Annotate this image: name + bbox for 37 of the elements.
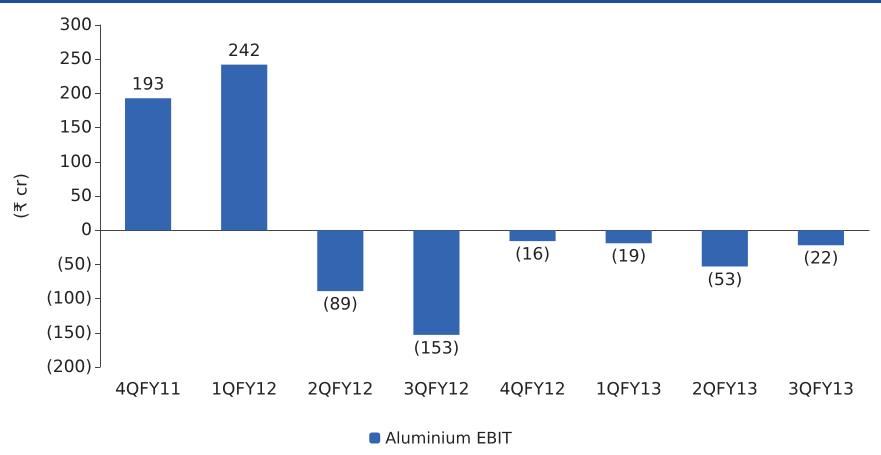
- bar: [413, 230, 460, 335]
- y-tick-label: 150: [60, 118, 92, 138]
- y-tick-label: (50): [57, 254, 92, 274]
- y-tick-label: (100): [46, 288, 92, 309]
- y-tick-label: 250: [60, 49, 92, 70]
- x-tick-label: 3QFY12: [403, 380, 470, 400]
- x-tick-label: 2QFY12: [307, 380, 374, 400]
- bar: [606, 230, 652, 244]
- legend-label: Aluminium EBIT: [385, 428, 512, 448]
- y-tick-label: 200: [60, 83, 92, 104]
- data-label: (16): [515, 244, 550, 265]
- bar: [798, 230, 844, 246]
- bar: [509, 230, 556, 242]
- y-tick-label: 100: [60, 152, 92, 172]
- x-tick-label: 1QFY12: [211, 380, 278, 400]
- y-tick-label: 300: [60, 15, 92, 35]
- data-label: (153): [414, 338, 460, 358]
- data-label: 193: [132, 74, 164, 95]
- x-tick-label: 1QFY13: [596, 380, 662, 400]
- data-label: (89): [322, 294, 358, 315]
- x-tick-label: 4QFY12: [500, 380, 566, 400]
- x-tick-label: 2QFY13: [692, 380, 758, 400]
- bar: [317, 230, 364, 292]
- y-axis-title: (₹ cr): [12, 173, 32, 219]
- x-tick-label: 4QFY11: [115, 380, 182, 400]
- data-label: 242: [228, 41, 260, 62]
- bar: [124, 98, 172, 230]
- y-tick-label: 0: [81, 220, 92, 240]
- x-tick-label: 3QFY13: [788, 380, 854, 400]
- y-tick-label: (150): [46, 322, 92, 343]
- data-label: (22): [803, 248, 838, 269]
- bar: [221, 64, 268, 230]
- y-tick-label: 50: [70, 186, 92, 206]
- y-tick-label: (200): [46, 357, 92, 377]
- data-label: (19): [611, 246, 646, 267]
- data-label: (53): [707, 270, 742, 290]
- bar: [702, 230, 748, 266]
